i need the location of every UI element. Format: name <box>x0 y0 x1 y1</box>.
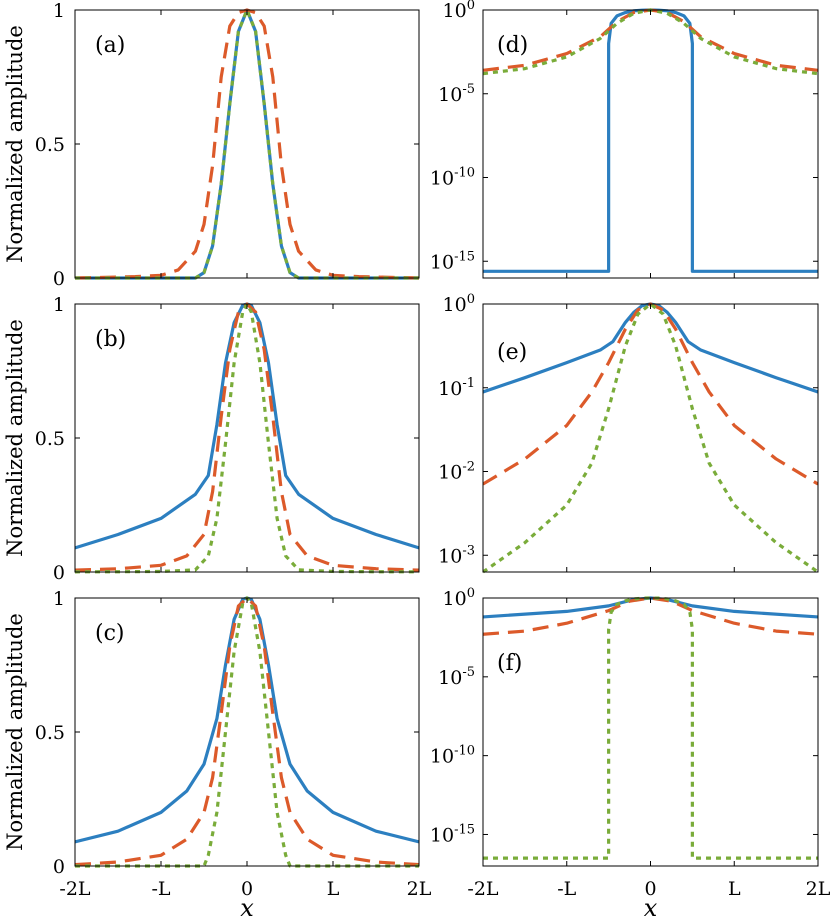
x-tick-label: -L <box>151 878 170 900</box>
y-tick-label: 0 <box>53 562 65 584</box>
x-tick-label: 2L <box>407 878 432 900</box>
panel-label: (a) <box>95 33 125 58</box>
y-tick-label: 10-1 <box>438 376 475 400</box>
y-tick-label: 0 <box>53 856 65 878</box>
y-tick-label: 1 <box>53 588 65 610</box>
series-dashed-line <box>483 302 818 486</box>
series-dashed-line <box>75 8 419 280</box>
panel-label: (d) <box>497 33 528 58</box>
y-tick-label: 100 <box>443 0 475 22</box>
y-tick-label: 0.5 <box>35 428 65 450</box>
x-tick-label: -2L <box>467 878 499 900</box>
x-tick-label: L <box>728 878 741 900</box>
axes-box <box>482 303 819 573</box>
y-tick-label: 10-15 <box>430 822 475 846</box>
y-tick-label: 10-10 <box>430 166 475 190</box>
y-tick-label: 10-10 <box>430 744 475 768</box>
series-solid-line <box>75 302 419 550</box>
series-dashed-line <box>75 596 419 867</box>
series-solid-line <box>483 8 818 273</box>
y-tick-label: 10-5 <box>438 82 475 106</box>
y-tick-label: 0.5 <box>35 722 65 744</box>
x-tick-label: -2L <box>59 878 91 900</box>
axes-box <box>74 9 420 279</box>
y-axis-label: Normalized amplitude <box>3 25 27 263</box>
y-tick-label: 10-15 <box>430 249 475 273</box>
y-tick-label: 100 <box>443 292 475 316</box>
series-dashed-line <box>483 596 818 636</box>
y-tick-label: 10-2 <box>438 460 475 484</box>
x-tick-label: L <box>327 878 340 900</box>
series-dotted-line <box>483 596 818 860</box>
y-tick-label: 0 <box>53 268 65 290</box>
x-tick-label: 0 <box>241 878 253 900</box>
panel-c: -2L -L 0 L 2L 0 0.5 1 (c) Normalized amplitude x <box>3 588 432 920</box>
y-tick-label: 0.5 <box>35 134 65 156</box>
panel-label: (c) <box>95 621 125 646</box>
panel-label: (b) <box>95 327 126 352</box>
x-tick-label: 2L <box>806 878 831 900</box>
x-axis-label: x <box>644 894 658 920</box>
series-dotted-line <box>483 302 818 574</box>
axes-box <box>482 9 819 279</box>
panel-label: (f) <box>497 651 522 676</box>
y-tick-label: 10-5 <box>438 665 475 689</box>
panel-label: (e) <box>497 340 527 365</box>
panel-b: 0 0.5 1 (b) Normalized amplitude <box>3 294 420 584</box>
y-tick-label: 100 <box>443 586 475 610</box>
panel-d: 100 10-5 10-10 10-15 (d) <box>430 0 819 279</box>
x-tick-label: -L <box>557 878 576 900</box>
series-solid-line <box>75 8 419 280</box>
y-axis-label: Normalized amplitude <box>3 319 27 557</box>
series-dashed-line <box>483 8 818 72</box>
y-tick-label: 1 <box>53 294 65 316</box>
panel-f: -2L -L 0 L 2L 100 10-5 10-10 10-15 (f) x <box>430 586 831 920</box>
panel-a: 0 0.5 1 (a) Normalized amplitude <box>3 0 420 290</box>
axes-box <box>482 597 819 867</box>
series-dotted-line <box>75 302 419 574</box>
y-tick-label: 10-3 <box>438 543 475 567</box>
panel-e: 100 10-1 10-2 10-3 (e) <box>438 292 819 574</box>
series-solid-line <box>483 302 818 394</box>
y-tick-label: 1 <box>53 0 65 22</box>
series-dotted-line <box>75 8 419 280</box>
x-tick-label: 0 <box>644 878 656 900</box>
series-solid-line <box>75 596 419 844</box>
y-axis-label: Normalized amplitude <box>3 613 27 851</box>
x-axis-label: x <box>240 894 254 920</box>
